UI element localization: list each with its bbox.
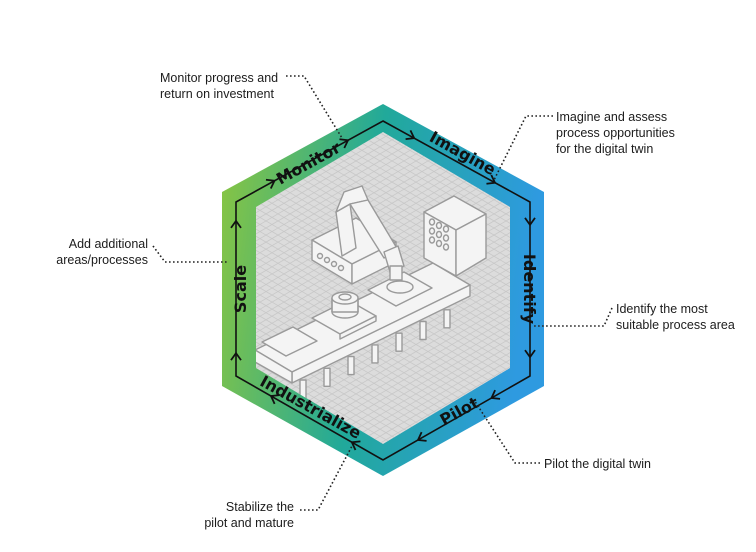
cycle-arrow-icon [405,130,416,141]
cycle-arrow-icon [230,219,242,229]
cabinet-button [435,239,443,248]
conveyor-leg [443,309,451,329]
callout-monitor: Monitor progress and return on investmen… [160,71,279,101]
industrial-machine-illustration [256,185,487,399]
conveyor-leg [371,344,379,364]
cycle-arrow-icon [490,389,501,400]
leader-scale [152,245,228,263]
callout-imagine: Imagine and assess process opportunities… [556,110,675,156]
conveyor-leg [347,355,355,376]
cycle-arrow-icon [524,217,536,227]
cycle-arrow-icon [486,174,497,185]
stage-label-scale: Scale [231,265,250,313]
callout-industrialize: Stabilize the pilot and mature [204,500,294,530]
callout-pilot: Pilot the digital twin [544,457,652,471]
cycle-arrow-icon [416,431,427,442]
cabinet-button [442,225,450,233]
cabinet-button [435,230,443,239]
cycle-arrow-icon [350,440,361,451]
cabinet-button [442,234,450,242]
leader-industrialize [300,445,353,511]
stage-label-identify: Identify [520,254,539,325]
cycle-arrow-icon [230,351,242,361]
cabinet-button [428,236,436,244]
conveyor-leg [323,367,331,387]
cycle-arrow-icon [339,138,350,149]
conveyor-leg [395,332,403,352]
leader-imagine [493,115,553,181]
cycle-arrow-icon [265,178,276,189]
cycle-arrow-icon [269,394,280,405]
cycle-path [235,120,531,461]
cabinet-button [435,221,443,230]
leader-monitor [286,75,343,139]
callout-identify: Identify the most suitable process area [616,302,735,332]
callout-scale: Add additional areas/processes [56,237,148,267]
leader-pilot [473,399,540,464]
cycle-arrow-icon [524,349,536,359]
cabinet-button [442,243,450,251]
conveyor-leg [419,320,427,341]
cabinet-button [428,218,436,226]
leader-lines [152,75,613,511]
machine-illustration-panel [256,132,510,444]
cabinet-button [428,227,436,235]
